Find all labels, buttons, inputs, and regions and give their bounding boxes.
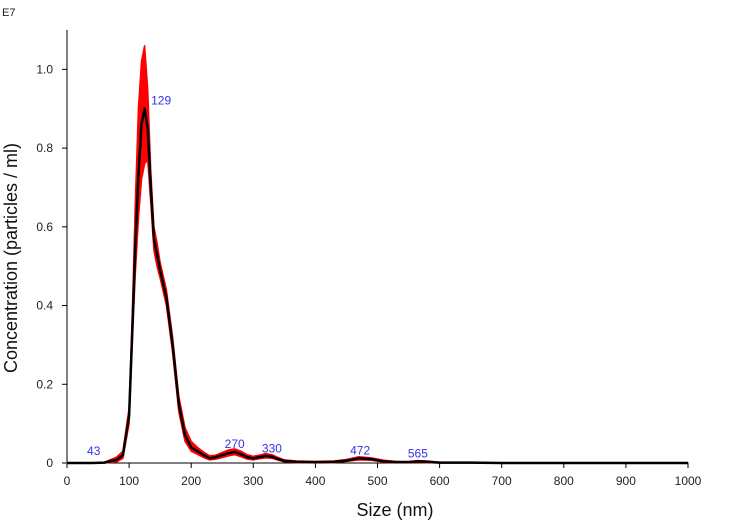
y-tick-label: 0.8 bbox=[36, 141, 53, 155]
peak-label: 43 bbox=[87, 444, 101, 458]
y-tick-label: 1.0 bbox=[36, 62, 53, 76]
axes: 0 100 200 300 400 500 600 700 800 900 1000 0 0.2 0.4 0… bbox=[36, 30, 702, 488]
y-axis-title: Concentration (particles / ml) bbox=[1, 143, 21, 373]
mean-line-layer bbox=[67, 107, 688, 465]
x-tick-label: 700 bbox=[492, 474, 512, 488]
x-tick-label: 200 bbox=[181, 474, 201, 488]
x-tick-label: 1000 bbox=[675, 474, 702, 488]
error-band bbox=[66, 44, 689, 464]
y-tick-label: 0.2 bbox=[36, 377, 53, 391]
y-tick-label: 0.6 bbox=[36, 220, 53, 234]
peak-labels-layer: 43 129 270 330 472 565 bbox=[87, 94, 428, 461]
x-tick-label: 600 bbox=[430, 474, 450, 488]
peak-label: 565 bbox=[408, 446, 428, 460]
x-tick-label: 800 bbox=[554, 474, 574, 488]
y-tick-label: 0 bbox=[46, 456, 53, 470]
peak-label: 270 bbox=[225, 437, 245, 451]
peak-label: 472 bbox=[350, 443, 370, 457]
x-tick-label: 300 bbox=[243, 474, 263, 488]
error-band-layer bbox=[66, 44, 689, 464]
x-tick-label: 400 bbox=[305, 474, 325, 488]
y-exponent-label: E7 bbox=[2, 7, 15, 19]
x-tick-label: 0 bbox=[64, 474, 71, 488]
peak-label: 330 bbox=[262, 442, 282, 456]
x-tick-label: 500 bbox=[367, 474, 387, 488]
x-tick-label: 900 bbox=[616, 474, 636, 488]
x-tick-label: 100 bbox=[119, 474, 139, 488]
mean-line bbox=[67, 107, 688, 465]
peak-label: 129 bbox=[151, 94, 171, 108]
x-axis-title: Size (nm) bbox=[356, 500, 433, 520]
y-tick-label: 0.4 bbox=[36, 299, 53, 313]
